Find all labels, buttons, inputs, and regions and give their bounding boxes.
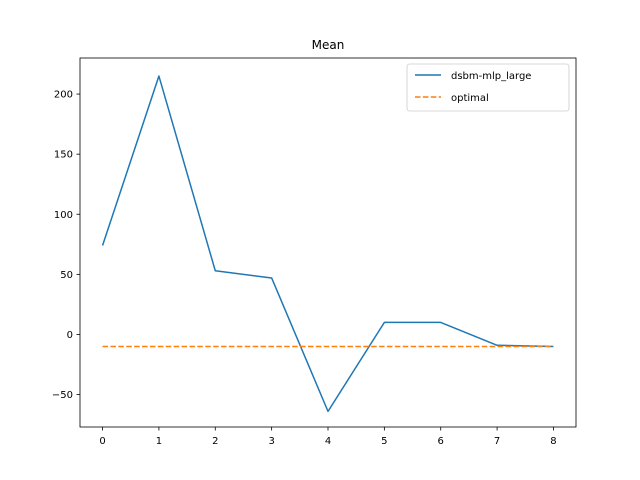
y-tick-label: 200 xyxy=(54,90,73,101)
plot-area xyxy=(101,75,554,413)
x-tick-label: 7 xyxy=(494,436,500,447)
x-tick-label: 3 xyxy=(268,436,274,447)
y-tick-label: 0 xyxy=(67,330,73,341)
y-tick-label: 150 xyxy=(54,150,73,161)
x-tick-label: 6 xyxy=(438,436,444,447)
legend-box xyxy=(406,63,570,112)
chart-title: Mean xyxy=(312,38,345,52)
x-tick-label: 5 xyxy=(381,436,387,447)
legend-label-1: dsbm-mlp_large xyxy=(451,71,531,82)
x-tick-label: 1 xyxy=(156,436,162,447)
x-tick-label: 8 xyxy=(550,436,556,447)
legend-label-2: optimal xyxy=(451,93,489,104)
y-tick-label: 100 xyxy=(54,210,73,221)
x-tick-label: 4 xyxy=(325,436,331,447)
x-tick-label: 0 xyxy=(99,436,105,447)
y-tick-label: 50 xyxy=(60,270,73,281)
y-tick-label: −50 xyxy=(52,390,73,401)
x-tick-label: 2 xyxy=(212,436,218,447)
axes: 0 1 2 3 4 5 6 7 8 −50 0 50 100 150 200 xyxy=(52,90,557,447)
